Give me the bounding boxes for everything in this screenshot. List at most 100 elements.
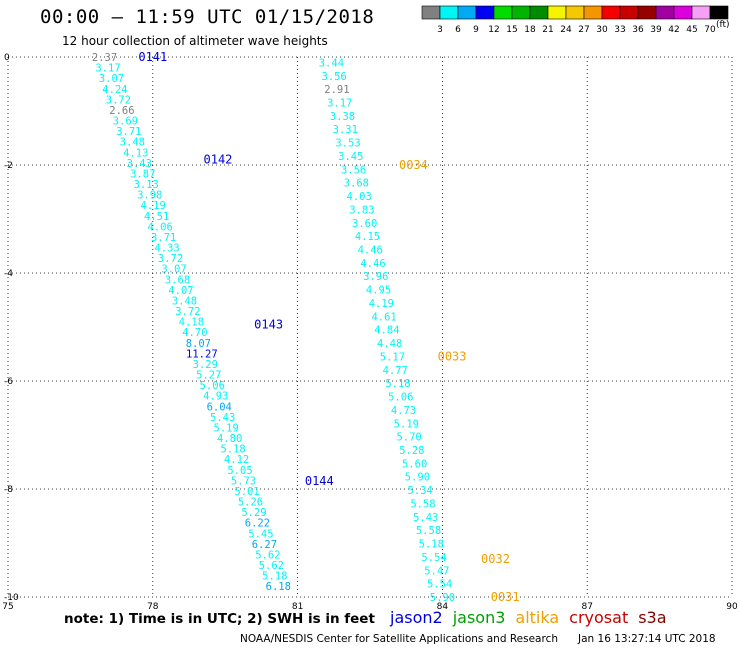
- data-point-altika: 4.46: [360, 258, 385, 270]
- data-point-jason2: 5.06: [200, 380, 225, 392]
- data-point-jason2: 5.62: [259, 560, 284, 572]
- colorbar-swatch: [439, 5, 459, 20]
- pass-time-label: 0031: [491, 590, 520, 604]
- data-point-jason2: 4.12: [224, 454, 249, 466]
- colorbar-swatch: [547, 5, 567, 20]
- data-point-jason2: 6.27: [252, 539, 277, 551]
- data-point-jason2: 2.66: [109, 105, 134, 117]
- data-point-jason2: 3.43: [127, 158, 152, 170]
- data-point-altika: 3.83: [349, 204, 374, 216]
- data-point-altika: 3.17: [327, 97, 352, 109]
- data-point-jason2: 6.04: [207, 401, 232, 413]
- colorbar-swatch: [637, 5, 657, 20]
- data-point-altika: 5.19: [394, 418, 419, 430]
- pass-time-label: 0144: [305, 474, 334, 488]
- colorbar-label: 30: [596, 25, 608, 35]
- data-point-jason2: 3.98: [137, 190, 162, 202]
- data-point-jason2: 5.45: [248, 528, 273, 540]
- data-point-jason2: 3.07: [99, 73, 124, 85]
- data-point-altika: 5.90: [405, 472, 430, 484]
- colorbar-swatch: [421, 5, 441, 20]
- data-point-jason2: 11.27: [186, 348, 218, 360]
- data-point-altika: 3.45: [338, 151, 363, 163]
- pass-time-label: 0032: [481, 552, 510, 566]
- colorbar-label: 15: [506, 25, 517, 35]
- data-point-jason2: 3.72: [106, 94, 131, 106]
- colorbar-label: 33: [614, 25, 625, 35]
- colorbar-label: 9: [473, 25, 479, 35]
- data-point-jason2: 3.69: [113, 116, 138, 128]
- y-tick-label: -4: [4, 269, 13, 279]
- legend-s3a: s3a: [638, 608, 667, 627]
- colorbar-swatch: [601, 5, 621, 20]
- data-point-jason2: 5.01: [234, 486, 259, 498]
- data-point-jason2: 4.51: [144, 211, 169, 223]
- data-point-altika: 3.53: [335, 138, 360, 150]
- data-point-jason2: 4.19: [141, 200, 166, 212]
- data-point-jason2: 5.62: [255, 549, 280, 561]
- data-point-altika: 5.18: [385, 378, 410, 390]
- data-point-altika: 5.54: [427, 579, 452, 591]
- x-tick-label: 90: [726, 602, 738, 612]
- colorbar-swatch: [709, 5, 729, 20]
- data-point-jason2: 4.18: [179, 317, 204, 329]
- data-point-altika: 3.38: [330, 111, 355, 123]
- data-point-altika: 5.17: [380, 351, 405, 363]
- data-point-altika: 5.90: [430, 592, 455, 604]
- data-point-altika: 5.70: [396, 432, 421, 444]
- legend-jason2: jason2: [390, 608, 443, 627]
- pass-time-label: 0033: [438, 350, 467, 364]
- pass-time-label: 0141: [138, 50, 167, 64]
- data-point-jason2: 4.06: [147, 221, 172, 233]
- y-tick-label: -6: [4, 377, 13, 387]
- data-point-jason2: 3.17: [95, 63, 120, 75]
- data-point-jason2: 3.87: [130, 168, 155, 180]
- legend-cryosat: cryosat: [569, 608, 629, 627]
- y-tick-label: 0: [4, 53, 10, 63]
- data-point-jason2: 3.29: [193, 359, 218, 371]
- pass-time-label: 0143: [254, 317, 283, 331]
- colorbar-label: 6: [455, 25, 461, 35]
- colorbar-label: 42: [668, 25, 679, 35]
- data-point-altika: 4.77: [383, 365, 408, 377]
- data-point-altika: 5.58: [416, 525, 441, 537]
- data-point-altika: 4.19: [369, 298, 394, 310]
- colorbar-swatch: [475, 5, 495, 20]
- data-point-jason2: 3.13: [134, 179, 159, 191]
- data-point-altika: 5.28: [399, 445, 424, 457]
- data-point-altika: 2.91: [324, 84, 349, 96]
- data-point-jason2: 6.18: [266, 581, 291, 593]
- data-point-altika: 5.18: [419, 539, 444, 551]
- pass-time-label: 0142: [204, 153, 233, 167]
- x-tick-label: 84: [437, 602, 449, 612]
- data-point-jason2: 4.13: [123, 147, 148, 159]
- data-point-jason2: 5.43: [210, 412, 235, 424]
- data-point-jason2: 3.48: [172, 295, 197, 307]
- data-point-altika: 3.60: [352, 218, 377, 230]
- colorbar-swatch: [691, 5, 711, 20]
- y-tick-label: -10: [4, 593, 19, 603]
- data-point-altika: 4.73: [391, 405, 416, 417]
- data-point-altika: 5.47: [424, 565, 449, 577]
- data-point-altika: 3.56: [341, 164, 366, 176]
- x-tick-label: 87: [581, 602, 592, 612]
- data-point-altika: 4.48: [377, 338, 402, 350]
- colorbar-label: 39: [650, 25, 662, 35]
- data-point-jason2: 3.71: [151, 232, 176, 244]
- data-point-jason2: 8.07: [186, 338, 211, 350]
- generated-timestamp: Jan 16 13:27:14 UTC 2018: [578, 633, 716, 645]
- data-point-altika: 4.03: [346, 191, 371, 203]
- data-point-jason2: 3.68: [165, 274, 190, 286]
- data-point-jason2: 3.72: [175, 306, 200, 318]
- footnote: note: 1) Time is in UTC; 2) SWH is in fe…: [64, 611, 375, 627]
- data-point-altika: 4.15: [355, 231, 380, 243]
- data-point-altika: 4.46: [358, 245, 383, 257]
- data-point-jason2: 3.71: [116, 126, 141, 138]
- data-point-jason2: 4.07: [168, 285, 193, 297]
- colorbar-label: 27: [578, 25, 589, 35]
- data-point-jason2: 5.29: [241, 507, 266, 519]
- legend-jason3: jason3: [452, 608, 506, 627]
- credit-line: NOAA/NESDIS Center for Satellite Applica…: [240, 633, 558, 645]
- data-point-jason2: 4.70: [182, 327, 207, 339]
- data-point-altika: 4.95: [366, 285, 391, 297]
